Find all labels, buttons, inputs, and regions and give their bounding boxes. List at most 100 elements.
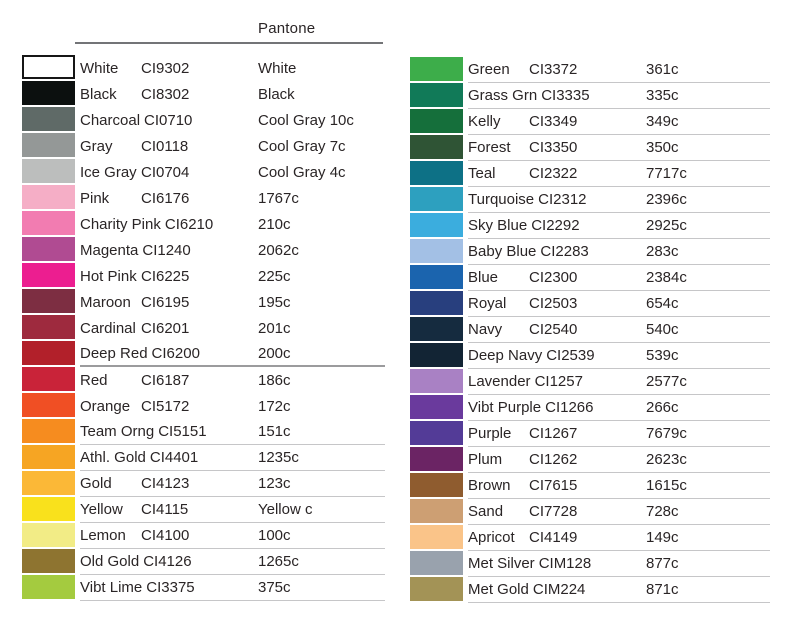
color-row-text: Ice Gray CI0704 Cool Gray 4c: [80, 159, 385, 185]
pantone-value: 1265c: [258, 553, 299, 570]
color-ci-code: CI7615: [529, 477, 578, 494]
pantone-value: 149c: [646, 529, 679, 546]
color-name: Gray: [80, 137, 113, 155]
color-name-code: Teal CI2322: [468, 165, 646, 182]
color-row: Old Gold CI4126 1265c: [22, 549, 385, 575]
color-row-text: Forest CI3350 350c: [468, 135, 770, 161]
color-row: Magenta CI1240 2062c: [22, 237, 385, 263]
color-swatch: [22, 315, 75, 339]
color-name: Team Orng: [80, 423, 155, 440]
color-ci-code: CI3372: [529, 61, 578, 78]
color-row-text: Deep Navy CI2539 539c: [468, 343, 770, 369]
pantone-value: 172c: [258, 397, 291, 415]
pantone-value: 225c: [258, 267, 291, 285]
color-name: Vibt Purple: [468, 399, 542, 416]
color-name-code: Apricot CI4149: [468, 529, 646, 546]
color-name: Grass Grn: [468, 87, 538, 104]
color-name-code: Vibt Purple CI1266: [468, 399, 646, 416]
color-swatch: [410, 83, 463, 107]
color-name-code: Athl. Gold CI4401: [80, 449, 258, 466]
color-row: Sky Blue CI2292 2925c: [410, 213, 770, 239]
color-ci-code: CI2292: [531, 217, 580, 234]
color-swatch: [22, 55, 75, 79]
color-swatch: [22, 81, 75, 105]
color-swatch: [22, 341, 75, 365]
color-swatch: [410, 577, 463, 601]
color-row-text: Gold CI4123 123c: [80, 471, 385, 497]
color-row: Athl. Gold CI4401 1235c: [22, 445, 385, 471]
color-row: Orange CI5172 172c: [22, 393, 385, 419]
color-name: Gold: [80, 475, 112, 492]
color-row: Gold CI4123 123c: [22, 471, 385, 497]
color-name: Green: [468, 61, 510, 78]
color-swatch: [410, 187, 463, 211]
color-row-text: Navy CI2540 540c: [468, 317, 770, 343]
color-row-text: Royal CI2503 654c: [468, 291, 770, 317]
color-name: Lavender: [468, 373, 531, 390]
color-name-code: Charcoal CI0710: [80, 112, 258, 129]
color-name-code: Green CI3372: [468, 61, 646, 78]
pantone-value: 200c: [258, 344, 291, 362]
color-swatch: [22, 185, 75, 209]
color-row: Green CI3372 361c: [410, 57, 770, 83]
color-name: Ice Gray: [80, 163, 137, 181]
pantone-value: 877c: [646, 555, 679, 572]
color-row-text: Brown CI7615 1615c: [468, 473, 770, 499]
color-row-text: Kelly CI3349 349c: [468, 109, 770, 135]
color-column-left: White CI9302 White Black CI8302 Black Ch…: [22, 55, 385, 601]
color-name-code: Plum CI1262: [468, 451, 646, 468]
color-name-code: Met Gold CIM224: [468, 581, 646, 598]
color-row: Teal CI2322 7717c: [410, 161, 770, 187]
pantone-value: 350c: [646, 139, 679, 156]
color-ci-code: CI8302: [141, 85, 190, 103]
color-swatch: [410, 447, 463, 471]
color-row: Navy CI2540 540c: [410, 317, 770, 343]
color-name: Vibt Lime: [80, 579, 143, 596]
color-swatch: [410, 265, 463, 289]
color-row: Vibt Lime CI3375 375c: [22, 575, 385, 601]
color-name: Sky Blue: [468, 217, 528, 234]
color-row-text: Charity Pink CI6210 210c: [80, 211, 385, 237]
pantone-value: Cool Gray 7c: [258, 137, 346, 155]
color-name-code: Pink CI6176: [80, 190, 258, 207]
color-ci-code: CI1262: [529, 451, 578, 468]
color-row-text: Met Silver CIM128 877c: [468, 551, 770, 577]
color-row: Forest CI3350 350c: [410, 135, 770, 161]
pantone-value: 201c: [258, 319, 291, 337]
color-swatch: [22, 289, 75, 313]
pantone-value: Cool Gray 4c: [258, 163, 346, 181]
color-name-code: Team Orng CI5151: [80, 423, 258, 440]
color-row: Team Orng CI5151 151c: [22, 419, 385, 445]
color-name: Forest: [468, 139, 511, 156]
color-ci-code: CI4123: [141, 475, 190, 492]
color-name-code: Magenta CI1240: [80, 242, 258, 259]
color-ci-code: CI2540: [529, 321, 578, 338]
color-swatch: [22, 133, 75, 157]
color-swatch: [22, 393, 75, 417]
pantone-value: 2396c: [646, 191, 687, 208]
color-row-text: Baby Blue CI2283 283c: [468, 239, 770, 265]
color-row-text: Met Gold CIM224 871c: [468, 577, 770, 603]
color-name: Lemon: [80, 527, 126, 544]
color-ci-code: CI5151: [158, 423, 207, 440]
color-swatch: [410, 421, 463, 445]
color-name: Athl. Gold: [80, 449, 146, 466]
color-name: Sand: [468, 503, 504, 520]
color-ci-code: CI4100: [141, 527, 190, 544]
color-name: Kelly: [468, 113, 501, 130]
pantone-value: 283c: [646, 243, 679, 260]
color-name: Cardinal: [80, 319, 136, 337]
color-row-text: Cardinal CI6201 201c: [80, 315, 385, 341]
color-row: Gray CI0118 Cool Gray 7c: [22, 133, 385, 159]
color-row: Brown CI7615 1615c: [410, 473, 770, 499]
color-row-text: Magenta CI1240 2062c: [80, 237, 385, 263]
color-name-code: Purple CI1267: [468, 425, 646, 442]
color-ci-code: CI0118: [141, 137, 189, 155]
color-row-text: Old Gold CI4126 1265c: [80, 549, 385, 575]
color-row-text: Team Orng CI5151 151c: [80, 419, 385, 445]
header-divider: [75, 42, 383, 44]
pantone-value: White: [258, 59, 297, 77]
pantone-value: 100c: [258, 527, 291, 544]
color-swatch: [410, 161, 463, 185]
pantone-value: 7717c: [646, 165, 687, 182]
